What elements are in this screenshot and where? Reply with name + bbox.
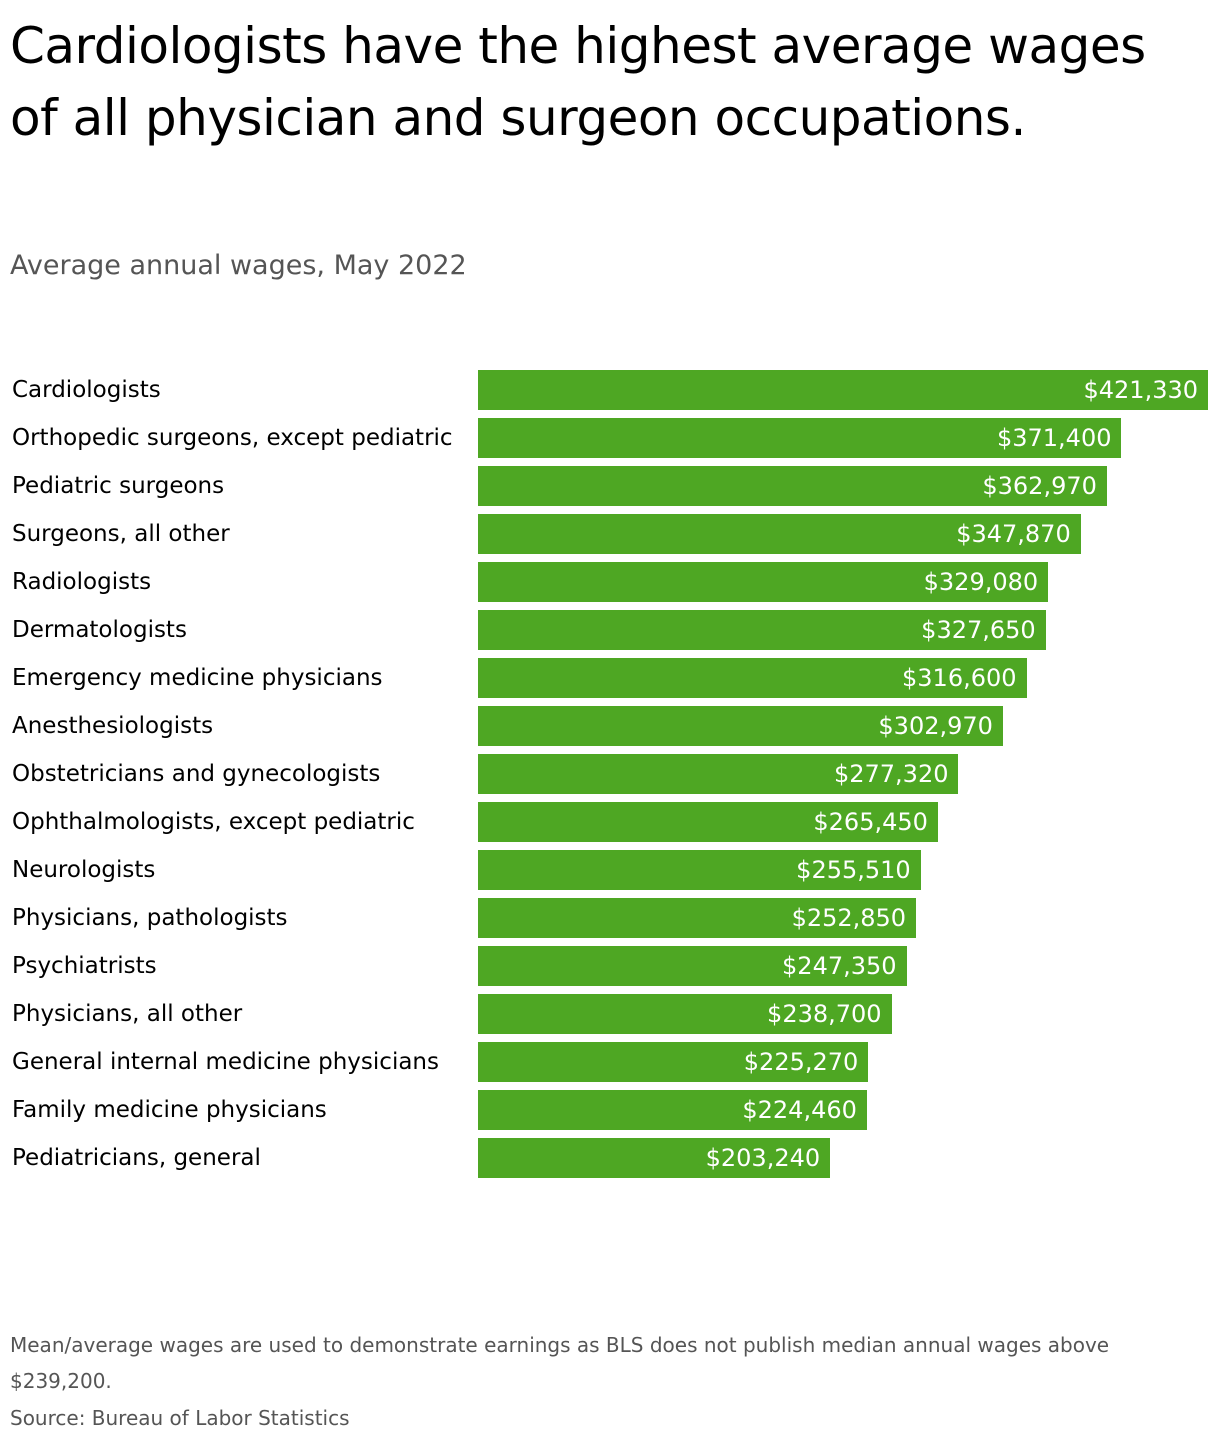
bar-row: Radiologists $329,080 <box>0 558 1220 606</box>
bar-row: Neurologists $255,510 <box>0 846 1220 894</box>
category-label: Surgeons, all other <box>12 520 230 547</box>
value-label: $238,700 <box>767 1000 882 1028</box>
bar: $255,510 <box>478 850 921 890</box>
bar: $277,320 <box>478 754 959 794</box>
category-label: Pediatricians, general <box>12 1144 261 1171</box>
category-label: Orthopedic surgeons, except pediatric <box>12 424 453 451</box>
bar-row: Psychiatrists $247,350 <box>0 942 1220 990</box>
value-label: $302,970 <box>878 712 993 740</box>
bar-row: Physicians, all other $238,700 <box>0 990 1220 1038</box>
value-label: $277,320 <box>833 760 949 788</box>
bar: $225,270 <box>478 1042 869 1082</box>
chart: Cardiologists $421,330 Orthopedic surgeons… <box>0 366 1220 1182</box>
value-label: $203,240 <box>705 1144 821 1172</box>
bar-row: Cardiologists $421,330 <box>0 366 1220 414</box>
value-label: $371,400 <box>996 424 1112 452</box>
category-label: Cardiologists <box>12 376 161 403</box>
value-label: $327,650 <box>921 616 1036 644</box>
category-label: Physicians, pathologists <box>12 904 288 931</box>
bar: $247,350 <box>478 946 907 986</box>
value-label: $362,970 <box>982 472 1097 500</box>
value-label: $347,870 <box>956 520 1071 548</box>
bar: $316,600 <box>478 658 1027 698</box>
value-label: $247,350 <box>782 952 897 980</box>
bar-row: Dermatologists $327,650 <box>0 606 1220 654</box>
bar-row: Obstetricians and gynecologists $277,320 <box>0 750 1220 798</box>
source: Source: Bureau of Labor Statistics <box>10 1406 350 1430</box>
bar-row: Ophthalmologists, except pediatric $265,4… <box>0 798 1220 846</box>
bar-row: General internal medicine physicians $225… <box>0 1038 1220 1086</box>
bar-row: Pediatric surgeons $362,970 <box>0 462 1220 510</box>
bar: $224,460 <box>478 1090 867 1130</box>
category-label: Physicians, all other <box>12 1000 243 1027</box>
category-label: Pediatric surgeons <box>12 472 225 499</box>
bar: $265,450 <box>478 802 938 842</box>
category-label: Emergency medicine physicians <box>12 664 383 691</box>
bar-row: Anesthesiologists $302,970 <box>0 702 1220 750</box>
bar: $327,650 <box>478 610 1046 650</box>
bar-row: Emergency medicine physicians $316,600 <box>0 654 1220 702</box>
bar: $347,870 <box>478 514 1081 554</box>
bar: $421,330 <box>478 370 1208 410</box>
value-label: $225,270 <box>743 1048 859 1076</box>
bar-row: Family medicine physicians $224,460 <box>0 1086 1220 1134</box>
bar-row: Physicians, pathologists $252,850 <box>0 894 1220 942</box>
category-label: Psychiatrists <box>12 952 157 979</box>
category-label: Ophthalmologists, except pediatric <box>12 808 415 835</box>
value-label: $316,600 <box>902 664 1017 692</box>
bar: $203,240 <box>478 1138 831 1178</box>
category-label: Obstetricians and gynecologists <box>12 760 381 787</box>
bar: $362,970 <box>478 466 1107 506</box>
bar-row: Pediatricians, general $203,240 <box>0 1134 1220 1182</box>
value-label: $224,460 <box>742 1096 857 1124</box>
category-label: Anesthesiologists <box>12 712 214 739</box>
bar: $302,970 <box>478 706 1003 746</box>
bar: $371,400 <box>478 418 1122 458</box>
bar: $238,700 <box>478 994 892 1034</box>
bar-row: Orthopedic surgeons, except pediatric $37… <box>0 414 1220 462</box>
category-label: Family medicine physicians <box>12 1096 327 1123</box>
value-label: $252,850 <box>791 904 907 932</box>
value-label: $265,450 <box>813 808 928 836</box>
category-label: Radiologists <box>12 568 152 595</box>
bar: $252,850 <box>478 898 917 938</box>
bar: $329,080 <box>478 562 1049 602</box>
value-label: $329,080 <box>923 568 1039 596</box>
value-label: $255,510 <box>796 856 911 884</box>
chart-title: Cardiologists have the highest average w… <box>10 17 1146 147</box>
category-label: Dermatologists <box>12 616 187 643</box>
category-label: General internal medicine physicians <box>12 1048 439 1075</box>
chart-subtitle: Average annual wages, May 2022 <box>10 250 467 281</box>
footnote: Mean/average wages are used to demonstra… <box>10 1333 1110 1393</box>
bar-row: Surgeons, all other $347,870 <box>0 510 1220 558</box>
category-label: Neurologists <box>12 856 156 883</box>
value-label: $421,330 <box>1083 376 1198 404</box>
